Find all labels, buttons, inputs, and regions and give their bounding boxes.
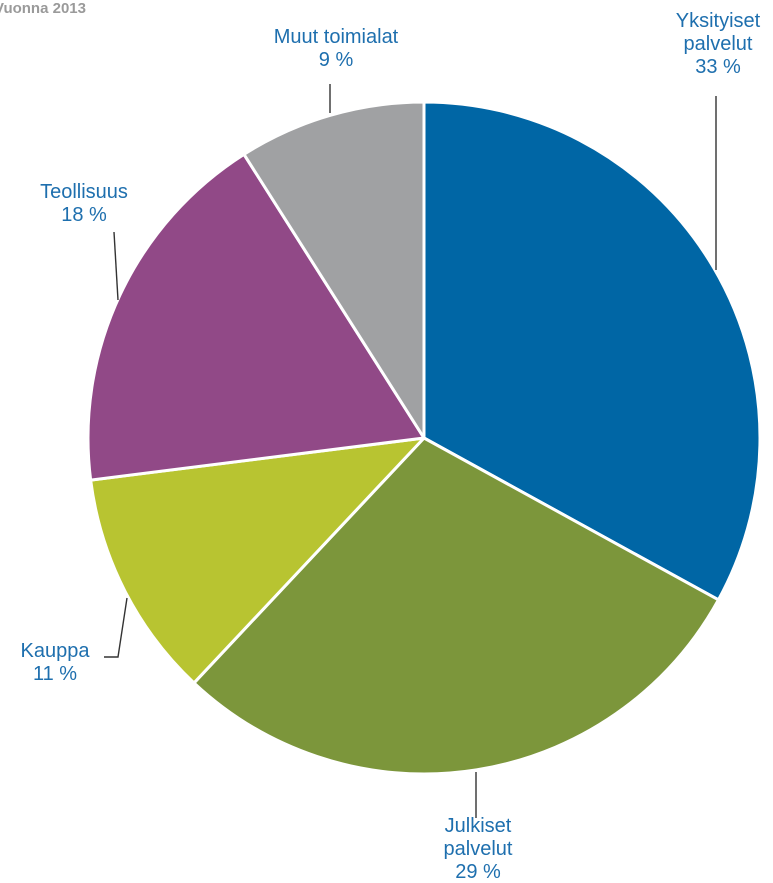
pie-slice: [422, 100, 762, 602]
slice-percent: 29 %: [455, 861, 501, 883]
leader-line: [113, 231, 119, 301]
slice-label: Muut toimialat 9 %: [274, 26, 399, 71]
slice-label: Kauppa 11 %: [21, 640, 91, 685]
pie-slice: [242, 100, 426, 440]
slice-name: Yksityiset: [676, 10, 761, 32]
slice-label: Julkiset palvelut 29 %: [444, 815, 513, 883]
slice-percent: 11 %: [33, 663, 77, 685]
slice-percent: 33 %: [695, 56, 741, 78]
slice-label: Yksityiset palvelut 33 %: [676, 10, 761, 78]
slice-percent: 18 %: [61, 204, 107, 226]
slice-name: palvelut: [444, 838, 513, 860]
slice-label: Teollisuus 18 %: [40, 181, 128, 226]
slice-name: Julkiset: [445, 815, 512, 837]
slice-name: Muut toimialat: [274, 26, 399, 48]
slice-name: Kauppa: [21, 640, 91, 662]
pie-slice: [86, 152, 426, 482]
slice-percent: 9 %: [319, 49, 354, 71]
slice-name: palvelut: [684, 33, 753, 55]
pie-slice: [89, 436, 426, 685]
pie-slice: [192, 436, 720, 776]
slice-name: Teollisuus: [40, 181, 128, 203]
chart-subtitle: Vuonna 2013: [0, 0, 86, 17]
leader-line: [104, 597, 128, 658]
